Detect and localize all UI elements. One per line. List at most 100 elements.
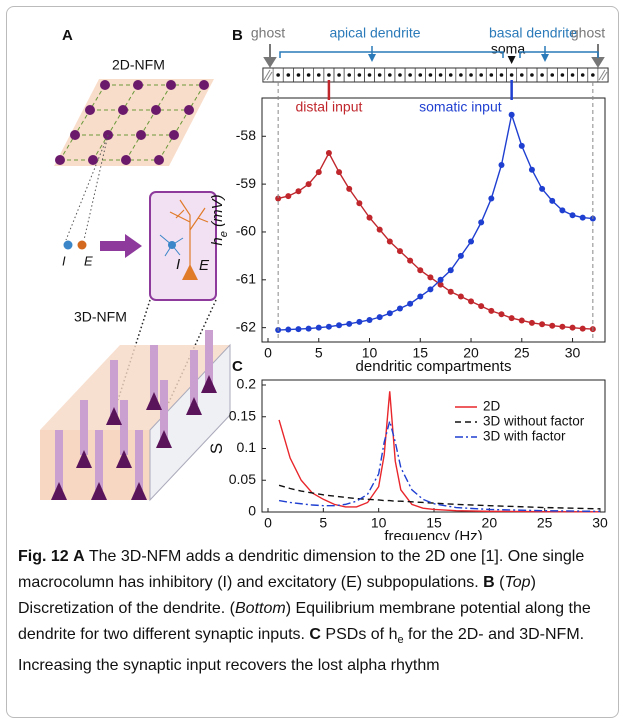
- dendrite-row: [262, 67, 609, 83]
- compartment-dot: [306, 73, 311, 77]
- compartment-dot: [428, 73, 433, 77]
- x-tick-label: 5: [315, 345, 323, 361]
- compartment-dot: [418, 73, 423, 77]
- data-point: [356, 200, 363, 207]
- compartment-dot: [469, 73, 473, 77]
- compartment-dot: [408, 73, 412, 77]
- compartment-dot: [570, 73, 575, 77]
- data-point: [275, 195, 282, 202]
- data-point: [468, 298, 475, 305]
- data-point: [488, 307, 495, 314]
- model-title: 3D-NFM: [74, 309, 127, 325]
- compartment-dot: [347, 73, 352, 77]
- data-point: [315, 324, 322, 331]
- y-tick-label: 0.05: [229, 471, 256, 487]
- population-i: [63, 240, 73, 250]
- y-tick-label: -60: [236, 223, 256, 239]
- y-axis-label-part: S: [207, 443, 226, 454]
- caption-run: ) Equilibrium membrane potential along t…: [18, 600, 591, 643]
- x-axis-label: frequency (Hz): [384, 528, 482, 540]
- caption-run: Top: [504, 574, 531, 591]
- sheet: [54, 79, 214, 166]
- grid-links: [59, 84, 205, 161]
- data-point: [305, 181, 312, 188]
- x-tick-label: 5: [319, 515, 327, 531]
- data-point: [447, 288, 454, 295]
- compartment-dot: [459, 73, 463, 77]
- compartment-dot: [509, 73, 514, 77]
- compartment-dot: [327, 73, 331, 77]
- data-point: [346, 185, 353, 192]
- y-axis-label: S: [207, 443, 226, 454]
- series-line: [278, 484, 601, 510]
- model-title: 2D-NFM: [112, 57, 165, 73]
- caption-run: Bottom: [235, 600, 286, 617]
- data-point: [579, 214, 586, 221]
- caption-run: e: [397, 634, 404, 647]
- compartment-dot: [540, 73, 544, 77]
- data-point: [315, 169, 322, 176]
- panel-label: C: [232, 358, 243, 375]
- interneuron-soma: [168, 241, 176, 249]
- data-point: [407, 257, 414, 264]
- compartment-dot: [286, 73, 291, 77]
- arrow: [100, 234, 142, 258]
- data-point: [427, 274, 434, 281]
- y-axis-label-part: h: [209, 237, 226, 245]
- compartment-dot: [388, 73, 392, 77]
- caption: Fig. 12 A The 3D-NFM adds a dendritic di…: [18, 544, 610, 679]
- data-point: [325, 150, 332, 157]
- series-line: [277, 151, 593, 330]
- data-point: [518, 142, 525, 149]
- caption-run: Fig. 12: [18, 548, 69, 565]
- bracket-arrows: [368, 54, 549, 62]
- x-tick-label: 15: [412, 345, 428, 361]
- data-point: [295, 326, 302, 333]
- data-point: [508, 111, 515, 118]
- data-point: [559, 323, 566, 330]
- macrocolumn-box: [149, 191, 217, 301]
- x-tick-label: 10: [362, 345, 378, 361]
- caption-run: A: [73, 548, 85, 565]
- data-point: [478, 219, 485, 226]
- input-label: somatic input: [419, 99, 502, 115]
- data-point: [396, 248, 403, 255]
- data-point: [549, 322, 556, 329]
- compartment-dot: [276, 73, 280, 77]
- data-point: [366, 214, 373, 221]
- pop-label: I: [62, 253, 66, 268]
- caption-run: C: [309, 626, 321, 643]
- x-tick-label: 25: [537, 515, 553, 531]
- data-point: [366, 316, 373, 323]
- compartment-label: ghost: [251, 25, 285, 41]
- data-point: [356, 318, 363, 325]
- data-point: [569, 324, 576, 331]
- y-tick-label: 0: [248, 503, 256, 519]
- data-point: [508, 315, 515, 322]
- compartment-dot: [560, 73, 565, 77]
- legend-label: 3D with factor: [483, 429, 566, 444]
- caption-run: ) Discretization of the dendrite. (: [18, 574, 536, 617]
- series-line: [278, 112, 593, 331]
- data-point: [457, 293, 464, 300]
- macrocolumns: [55, 80, 209, 165]
- data-point: [498, 311, 505, 318]
- data-point: [539, 321, 546, 328]
- legend-label: 3D without factor: [483, 414, 585, 429]
- caption-run: B: [483, 574, 495, 591]
- x-tick-label: 0: [264, 515, 272, 531]
- caption-run: PSDs of h: [320, 626, 398, 643]
- ghost-arrows: [263, 44, 605, 68]
- compartment-dot: [550, 73, 555, 77]
- compartment-label: apical dendrite: [329, 25, 420, 41]
- data-point: [569, 212, 576, 219]
- brackets: [279, 46, 599, 58]
- compartment-dot: [337, 73, 341, 77]
- panel-label: B: [232, 27, 243, 44]
- y-tick-label: -59: [236, 175, 256, 191]
- data-point: [478, 303, 485, 310]
- data-point: [539, 185, 546, 192]
- data-point: [528, 319, 535, 326]
- series-line: [278, 418, 601, 513]
- caption-run: for the 2D- and 3D-NFM. Increasing the s…: [18, 626, 585, 675]
